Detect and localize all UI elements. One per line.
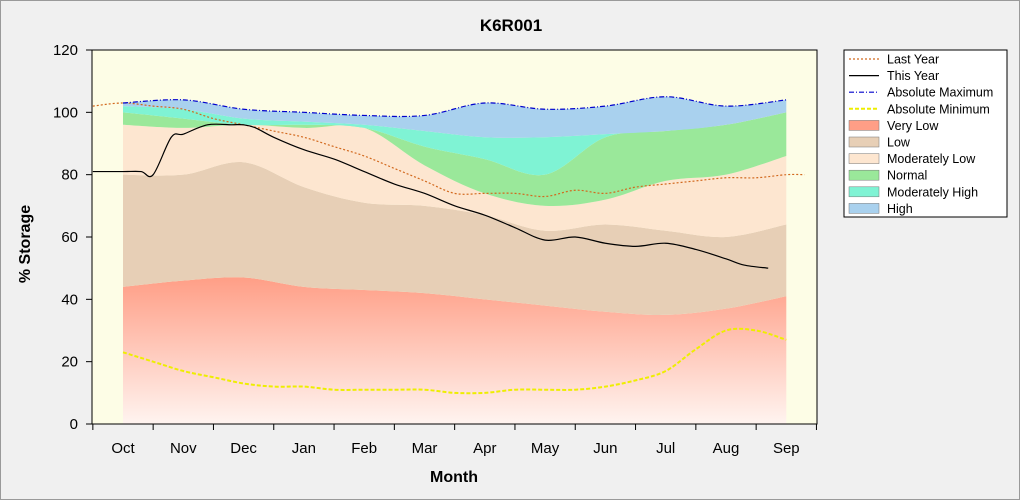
legend-item-very-low: Very Low [848, 119, 939, 133]
series-this-year [92, 123, 769, 269]
series-absolute-maximum [122, 96, 787, 118]
legend-item-this-year: This Year [849, 69, 939, 83]
x-tick-label-jun: Jun [593, 440, 617, 457]
y-tick-label-100: 100 [53, 104, 78, 121]
x-tick-label-jan: Jan [292, 440, 316, 457]
legend-item-low: Low [848, 136, 911, 150]
legend-item-moderately-low: Moderately Low [848, 152, 976, 166]
legend-label: Normal [887, 169, 927, 183]
legend-item-absolute-maximum: Absolute Maximum [849, 86, 993, 100]
x-tick-label-mar: Mar [412, 440, 438, 457]
legend-label: Very Low [887, 119, 939, 133]
legend-swatch [848, 136, 880, 148]
x-tick-label-apr: Apr [473, 440, 496, 457]
y-tick-label-40: 40 [61, 291, 78, 308]
x-tick-label-aug: Aug [713, 440, 740, 457]
series-absolute-minimum [122, 327, 787, 395]
band-moderately-low [123, 124, 787, 238]
legend-label: High [887, 202, 913, 216]
y-tick-label-0: 0 [70, 416, 78, 433]
band-high [123, 96, 787, 138]
legend: Last Year This Year Absolute Maximum Absolu… [843, 49, 1008, 218]
legend-swatch [848, 203, 880, 214]
band-normal [123, 112, 787, 207]
legend-label: Low [887, 136, 911, 150]
legend-swatch [848, 153, 880, 164]
legend-label: This Year [887, 69, 939, 83]
plot-area: 0 20 40 60 80 100 120 Oct Nov Dec Jan Feb Mar Apr May J… [53, 42, 818, 457]
x-tick-label-feb: Feb [351, 440, 377, 457]
legend-item-normal: Normal [848, 169, 927, 183]
band-low [123, 161, 787, 315]
legend-label: Absolute Minimum [887, 102, 990, 116]
legend-label: Last Year [887, 53, 939, 67]
legend-label: Moderately High [887, 185, 978, 199]
y-axis-title: % Storage [17, 205, 34, 283]
legend-swatch [848, 186, 880, 198]
x-tick-label-nov: Nov [170, 440, 197, 457]
legend-label: Moderately Low [887, 152, 976, 166]
y-tick-label-60: 60 [61, 229, 78, 246]
y-tick-label-80: 80 [61, 167, 78, 184]
x-tick-label-jul: Jul [656, 440, 675, 457]
x-tick-label-dec: Dec [230, 440, 257, 457]
x-tick-label-sep: Sep [773, 440, 800, 457]
chart-title: K6R001 [480, 16, 542, 35]
x-tick-label-oct: Oct [111, 440, 135, 457]
legend-item-high: High [848, 202, 913, 216]
y-tick-label-20: 20 [61, 354, 78, 371]
legend-item-moderately-high: Moderately High [848, 185, 978, 199]
legend-item-absolute-minimum: Absolute Minimum [849, 102, 990, 116]
legend-swatch [848, 169, 880, 181]
band-moderately-high [123, 106, 787, 176]
legend-item-last-year: Last Year [849, 53, 939, 67]
legend-label: Absolute Maximum [887, 86, 993, 100]
y-tick-label-120: 120 [53, 42, 78, 59]
legend-swatch [848, 120, 880, 131]
x-axis-title: Month [430, 469, 478, 486]
x-tick-label-may: May [531, 440, 560, 457]
